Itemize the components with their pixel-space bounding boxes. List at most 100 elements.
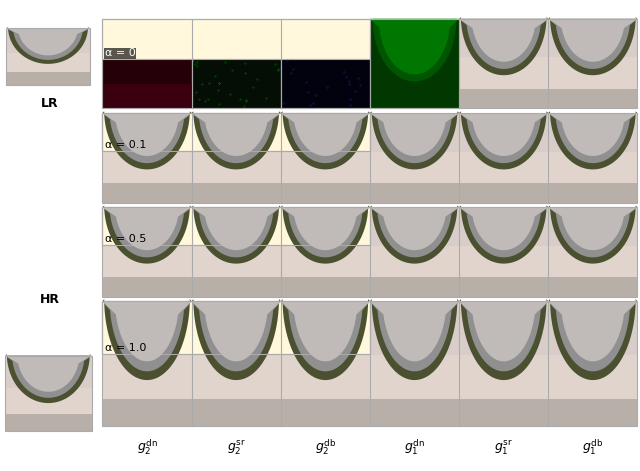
Polygon shape: [191, 113, 281, 156]
Bar: [548, 399, 637, 426]
Bar: [459, 355, 548, 399]
Bar: [102, 113, 370, 151]
Bar: [548, 301, 637, 426]
Bar: [370, 399, 459, 426]
Polygon shape: [459, 113, 548, 163]
Bar: [548, 277, 637, 297]
Bar: [370, 19, 459, 108]
Bar: [102, 207, 370, 245]
Bar: [370, 207, 459, 297]
Polygon shape: [370, 301, 459, 361]
Bar: [102, 301, 191, 426]
Bar: [102, 207, 191, 297]
Polygon shape: [5, 356, 92, 398]
Polygon shape: [102, 111, 191, 170]
Text: $g_1^{\mathrm{dn}}$: $g_1^{\mathrm{dn}}$: [404, 438, 425, 457]
Bar: [6, 73, 90, 85]
Bar: [102, 207, 370, 245]
Bar: [548, 113, 637, 203]
Bar: [102, 113, 637, 203]
Polygon shape: [191, 111, 281, 170]
Text: $g_2^{\mathrm{db}}$: $g_2^{\mathrm{db}}$: [315, 438, 336, 457]
Bar: [281, 113, 370, 203]
Bar: [191, 301, 281, 426]
Polygon shape: [281, 301, 370, 361]
Bar: [281, 277, 370, 297]
Bar: [459, 152, 548, 183]
Bar: [281, 246, 370, 277]
Bar: [548, 207, 637, 297]
Polygon shape: [548, 299, 637, 380]
Polygon shape: [102, 113, 191, 156]
Bar: [191, 399, 281, 426]
Polygon shape: [370, 113, 459, 156]
Bar: [370, 183, 459, 203]
Polygon shape: [370, 301, 459, 371]
Polygon shape: [548, 111, 637, 170]
Polygon shape: [5, 356, 92, 392]
Bar: [370, 113, 459, 203]
Polygon shape: [459, 113, 548, 156]
Bar: [102, 301, 370, 354]
Polygon shape: [191, 113, 281, 163]
Polygon shape: [548, 301, 637, 361]
Bar: [102, 19, 370, 59]
Polygon shape: [102, 301, 191, 371]
Bar: [6, 53, 90, 73]
Bar: [548, 246, 637, 277]
Bar: [102, 19, 637, 108]
Bar: [191, 207, 281, 245]
Polygon shape: [5, 354, 92, 403]
Text: α = 0: α = 0: [105, 48, 136, 58]
Polygon shape: [548, 113, 637, 156]
Bar: [102, 113, 191, 203]
Text: $g_1^{\mathrm{sr}}$: $g_1^{\mathrm{sr}}$: [494, 439, 513, 456]
Bar: [281, 207, 370, 245]
Polygon shape: [370, 113, 459, 163]
Polygon shape: [281, 207, 370, 257]
Bar: [281, 183, 370, 203]
Bar: [102, 207, 637, 297]
Bar: [102, 59, 191, 108]
Polygon shape: [281, 111, 370, 170]
Bar: [370, 301, 459, 426]
Bar: [5, 388, 92, 414]
Polygon shape: [370, 19, 459, 74]
Polygon shape: [548, 19, 637, 69]
Bar: [191, 277, 281, 297]
Polygon shape: [370, 299, 459, 380]
Bar: [102, 152, 191, 183]
Polygon shape: [370, 111, 459, 170]
Polygon shape: [191, 299, 281, 380]
Bar: [102, 399, 191, 426]
Text: $g_1^{\mathrm{db}}$: $g_1^{\mathrm{db}}$: [582, 438, 604, 457]
Polygon shape: [459, 111, 548, 170]
Polygon shape: [459, 207, 548, 257]
Bar: [191, 113, 281, 203]
Text: α = 0.1: α = 0.1: [105, 140, 147, 150]
Polygon shape: [191, 301, 281, 371]
Polygon shape: [370, 207, 459, 257]
Bar: [6, 28, 90, 85]
Bar: [548, 183, 637, 203]
Polygon shape: [281, 207, 370, 250]
Bar: [102, 355, 191, 399]
Bar: [548, 355, 637, 399]
Bar: [548, 57, 637, 89]
Polygon shape: [191, 207, 281, 257]
Bar: [370, 355, 459, 399]
Text: HR: HR: [40, 292, 60, 306]
Polygon shape: [281, 301, 370, 371]
Polygon shape: [191, 301, 281, 361]
Polygon shape: [459, 19, 548, 69]
Polygon shape: [459, 301, 548, 371]
Bar: [281, 301, 370, 426]
Bar: [102, 246, 191, 277]
Polygon shape: [102, 207, 191, 257]
Polygon shape: [281, 299, 370, 380]
Polygon shape: [6, 28, 90, 60]
Polygon shape: [459, 301, 548, 361]
Text: α = 0.5: α = 0.5: [105, 234, 147, 244]
Polygon shape: [548, 19, 637, 62]
Bar: [191, 152, 281, 183]
